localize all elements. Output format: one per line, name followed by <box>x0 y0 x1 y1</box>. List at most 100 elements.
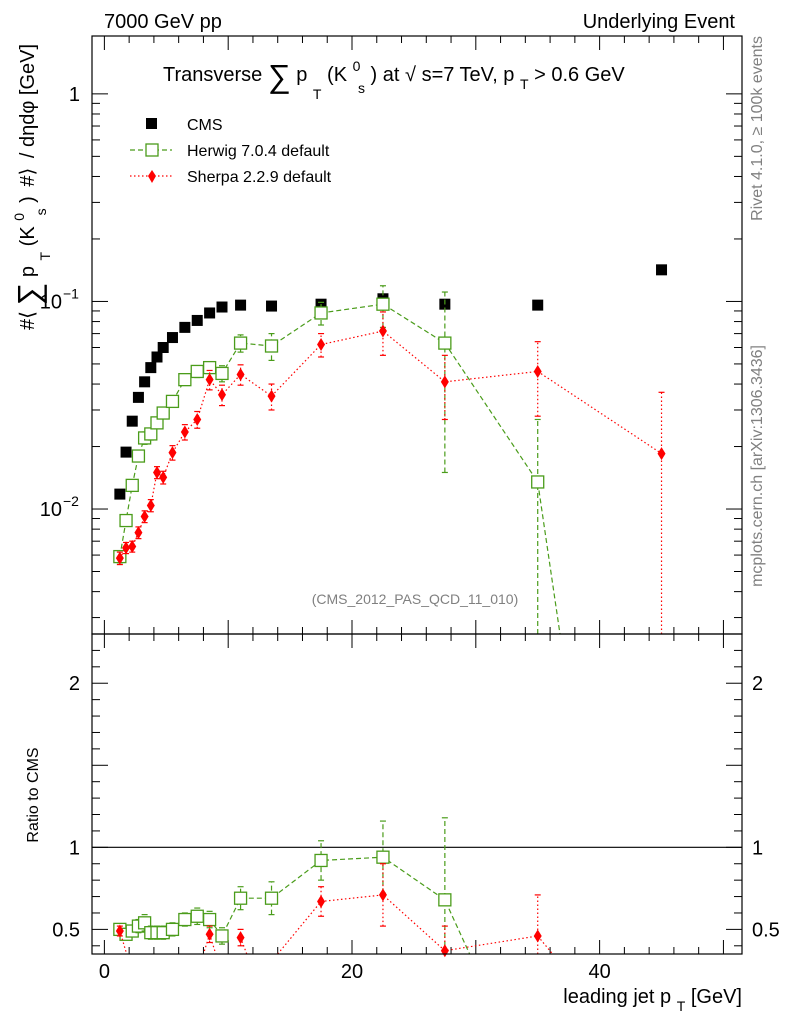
legend-herwig-marker <box>145 143 159 157</box>
y-tick-label: 10 <box>40 499 62 521</box>
herwig-point <box>178 372 192 387</box>
sherpa-point <box>134 526 143 540</box>
ratio-line-sherpa <box>320 894 554 955</box>
ratio-y-tick-label: 0.5 <box>52 919 80 941</box>
herwig-point <box>131 449 146 463</box>
ratio-y-axis-label: Ratio to CMS <box>25 747 42 842</box>
legend: CMS Herwig 7.0.4 default Sherpa 2.2.9 de… <box>130 117 332 186</box>
analysis-id-annotation: (CMS_2012_PAS_QCD_11_010) <box>312 591 519 607</box>
sherpa-point <box>128 539 137 553</box>
ratio-herwig-point <box>264 891 279 905</box>
sherpa-point <box>378 324 387 338</box>
ratio-herwig-point <box>178 912 192 927</box>
ratio-sherpa-point <box>317 894 326 908</box>
ratio-line-herwig <box>119 856 471 955</box>
ratio-sherpa-point <box>205 927 214 941</box>
y-tick-label: 10 <box>40 291 62 313</box>
cms-point <box>179 321 191 333</box>
sherpa-point <box>168 446 177 460</box>
herwig-point <box>264 339 279 353</box>
cms-point <box>216 301 228 313</box>
sherpa-point <box>180 425 189 439</box>
herwig-point <box>165 394 180 409</box>
ratio-line-sherpa-segment <box>240 937 248 955</box>
legend-sherpa-label: Sherpa 2.2.9 default <box>187 169 332 186</box>
herwig-point <box>376 297 390 311</box>
legend-sherpa-marker <box>148 170 156 183</box>
ratio-y-tick-label: 1 <box>69 837 80 859</box>
ratio-line-sherpa-segment <box>202 934 211 955</box>
ratio-herwig-point <box>215 929 229 943</box>
header-left-label: 7000 GeV pp <box>104 11 222 33</box>
cms-point <box>139 376 151 388</box>
sherpa-point <box>657 447 666 461</box>
herwig-point <box>215 366 229 381</box>
cms-point <box>656 264 668 276</box>
herwig-point <box>125 478 139 493</box>
ratio-y-tick-label: 2 <box>69 673 80 695</box>
ratio-y-tick-label-right: 1 <box>752 837 763 859</box>
y-tick-label: 1 <box>69 84 80 106</box>
cms-point <box>120 446 132 458</box>
ratio-herwig-point <box>190 909 204 923</box>
herwig-point <box>233 336 248 350</box>
y-tick-label-exponent: −1 <box>63 285 79 301</box>
mcplots-label: mcplots.cern.ch [arXiv:1306.3436] <box>749 345 766 587</box>
legend-herwig-label: Herwig 7.0.4 default <box>187 143 330 160</box>
ratio-sherpa-point <box>115 924 124 938</box>
sherpa-point <box>317 338 326 352</box>
herwig-point <box>438 336 452 350</box>
ratio-herwig-point <box>165 922 180 937</box>
ratio-panel-series <box>113 817 554 958</box>
ratio-y-tick-label-right: 2 <box>752 673 763 695</box>
cms-point <box>532 299 544 311</box>
main-title: Transverse ∑ p T (K 0 s ) at √ s=7 TeV, … <box>163 54 625 104</box>
series-line-1 <box>119 303 561 635</box>
cms-point <box>132 391 144 403</box>
ratio-panel-ticks <box>92 634 742 954</box>
cms-point <box>145 362 157 374</box>
sherpa-point <box>236 367 245 381</box>
sherpa-point <box>140 510 149 524</box>
sherpa-point <box>267 389 276 403</box>
x-axis-label: leading jet p T [GeV] <box>563 986 742 1016</box>
ratio-y-tick-label-right: 0.5 <box>752 919 780 941</box>
rivet-version-label: Rivet 4.1.0, ≥ 100k events <box>749 36 766 221</box>
cms-point <box>126 415 138 427</box>
legend-cms-label: CMS <box>187 117 223 134</box>
sherpa-point <box>533 364 542 378</box>
ratio-line-sherpa-segment <box>277 901 322 955</box>
cms-point <box>235 299 247 311</box>
herwig-point <box>119 513 133 528</box>
ratio-herwig-point <box>233 891 248 905</box>
cms-point <box>204 307 216 319</box>
header-right-label: Underlying Event <box>583 11 736 33</box>
herwig-point <box>156 406 170 420</box>
ratio-sherpa-point <box>378 888 387 902</box>
sherpa-point <box>193 412 202 426</box>
sherpa-point <box>440 375 449 389</box>
x-tick-label: 20 <box>341 961 363 983</box>
cms-point <box>114 488 126 500</box>
sherpa-point <box>205 373 214 387</box>
ratio-line-sherpa-segment <box>209 934 217 955</box>
ratio-sherpa-point <box>533 929 542 943</box>
cms-point <box>157 341 169 353</box>
herwig-point <box>144 427 158 441</box>
herwig-point <box>202 360 217 375</box>
ratio-panel-frame <box>91 633 743 955</box>
legend-cms-marker <box>146 118 157 129</box>
sherpa-point <box>115 551 124 565</box>
sherpa-point <box>218 388 226 402</box>
main-panel-series <box>113 264 668 635</box>
cms-point <box>191 314 203 326</box>
ratio-herwig-point <box>202 912 217 927</box>
sherpa-point <box>153 465 161 479</box>
herwig-point <box>314 306 328 320</box>
x-tick-label: 0 <box>99 961 110 983</box>
main-y-axis-label: #⟨ ∑ p T (K 0 s ) #⟩ / dηdφ [GeV] <box>7 44 55 330</box>
sherpa-point <box>146 498 155 512</box>
y-tick-label-exponent: −2 <box>63 493 79 509</box>
main-panel-ticks <box>92 36 742 634</box>
